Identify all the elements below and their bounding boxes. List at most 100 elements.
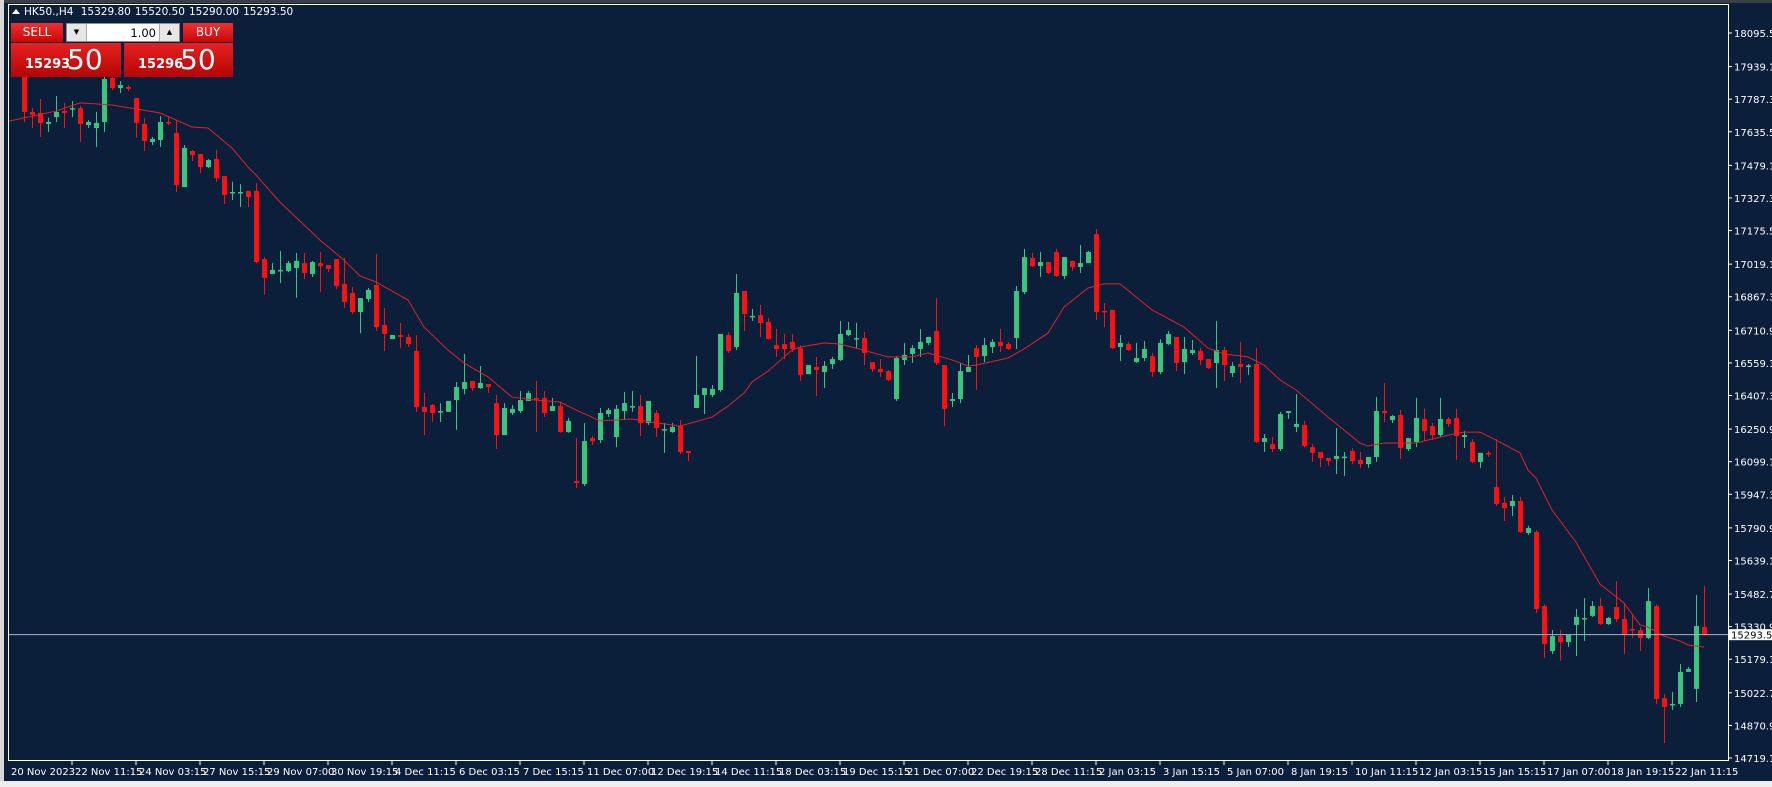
candle — [358, 298, 363, 334]
candle — [198, 154, 203, 174]
increase-lot-button[interactable]: ▲ — [159, 24, 179, 41]
candle-body — [734, 292, 739, 348]
candle — [1254, 348, 1259, 444]
candle-body — [1046, 262, 1051, 273]
candle-body — [1694, 625, 1699, 689]
candle-body — [1670, 703, 1675, 706]
candle — [1550, 630, 1555, 655]
candle — [502, 403, 507, 436]
y-tick-label: 16559.10 — [1734, 359, 1772, 370]
candle — [718, 333, 723, 392]
candle — [1662, 694, 1667, 744]
candle-body — [630, 406, 635, 408]
candle-body — [1638, 630, 1643, 639]
candle — [1046, 262, 1051, 275]
sell-price-button[interactable]: 15293 50 — [11, 43, 121, 77]
candle-body — [998, 341, 1003, 346]
candle-body — [30, 111, 35, 115]
sell-button[interactable]: SELL — [11, 23, 63, 42]
candle — [550, 397, 555, 412]
y-tick-label: 15179.10 — [1734, 655, 1772, 666]
candle — [606, 408, 611, 418]
candle-body — [302, 263, 307, 273]
candle-body — [174, 132, 179, 185]
candle — [846, 321, 851, 337]
candle — [710, 385, 715, 398]
candle-body — [86, 122, 91, 126]
candle — [430, 403, 435, 422]
arrow-down-icon: ▼ — [73, 28, 80, 36]
candle — [1670, 691, 1675, 710]
x-tick-label: 8 Jan 19:15 — [1291, 767, 1348, 778]
candles — [22, 67, 1707, 744]
candle — [1446, 417, 1451, 427]
candle — [1102, 303, 1107, 328]
candle-body — [414, 350, 419, 407]
decrease-lot-button[interactable]: ▼ — [67, 24, 87, 41]
candle-body — [1702, 626, 1707, 635]
candle — [750, 309, 755, 322]
candle — [1238, 341, 1243, 383]
candle-body — [694, 394, 699, 409]
candle-body — [758, 315, 763, 323]
lot-size-input[interactable] — [87, 24, 158, 41]
candle-body — [462, 382, 467, 389]
candle — [1494, 438, 1499, 506]
buy-button[interactable]: BUY — [183, 23, 233, 42]
candle — [1502, 496, 1507, 521]
candle-body — [934, 330, 939, 363]
candle-body — [126, 87, 131, 89]
candle — [1278, 411, 1283, 451]
candle — [1598, 598, 1603, 625]
candle-body — [350, 292, 355, 313]
x-tick-label: 24 Nov 03:15 — [139, 767, 206, 778]
candle — [1622, 603, 1627, 655]
candle — [1190, 339, 1195, 355]
candle — [1486, 450, 1491, 457]
candle-body — [406, 336, 411, 345]
candle-body — [1558, 636, 1563, 643]
candle — [1174, 336, 1179, 372]
x-tick-label: 20 Nov 2023 — [11, 767, 75, 778]
candle-body — [1438, 418, 1443, 436]
candle — [702, 388, 707, 415]
candle — [758, 304, 763, 337]
buy-price-button[interactable]: 15296 50 — [124, 43, 233, 77]
candle — [246, 190, 251, 208]
candle-body — [918, 341, 923, 349]
one-click-trading-panel: SELL ▼ ▲ BUY 15293 50 15296 50 — [11, 23, 233, 77]
candle — [1558, 630, 1563, 661]
candle-body — [1222, 350, 1227, 366]
candle — [1062, 257, 1067, 279]
candle-body — [1534, 531, 1539, 610]
y-axis: 18095.50 17939.10 17787.30 17635.50 17479.10… — [1728, 29, 1772, 765]
candle — [1342, 452, 1347, 476]
x-tick-label: 5 Jan 07:00 — [1227, 767, 1284, 778]
candle — [1294, 394, 1299, 433]
x-tick-label: 18 Dec 03:15 — [779, 767, 846, 778]
candle — [1606, 616, 1611, 625]
candle — [126, 85, 131, 92]
candle-body — [342, 283, 347, 302]
candle-body — [1254, 364, 1259, 442]
candle — [78, 105, 83, 142]
candle-body — [238, 192, 243, 194]
candle — [918, 329, 923, 357]
candle-body — [1350, 450, 1355, 462]
candle-body — [1686, 668, 1691, 672]
candle — [182, 144, 187, 188]
candle-body — [1454, 417, 1459, 436]
ohlc-low: 15290.00 — [188, 6, 240, 18]
candle — [1262, 434, 1267, 453]
candle-body — [190, 150, 195, 156]
candle — [270, 263, 275, 275]
candle-body — [182, 147, 187, 188]
candle — [158, 115, 163, 147]
candle — [1030, 252, 1035, 267]
collapse-triangle-icon[interactable] — [12, 9, 20, 14]
candle-body — [1582, 618, 1587, 620]
candle-body — [334, 259, 339, 287]
candle-body — [1054, 251, 1059, 276]
candle-body — [246, 190, 251, 197]
